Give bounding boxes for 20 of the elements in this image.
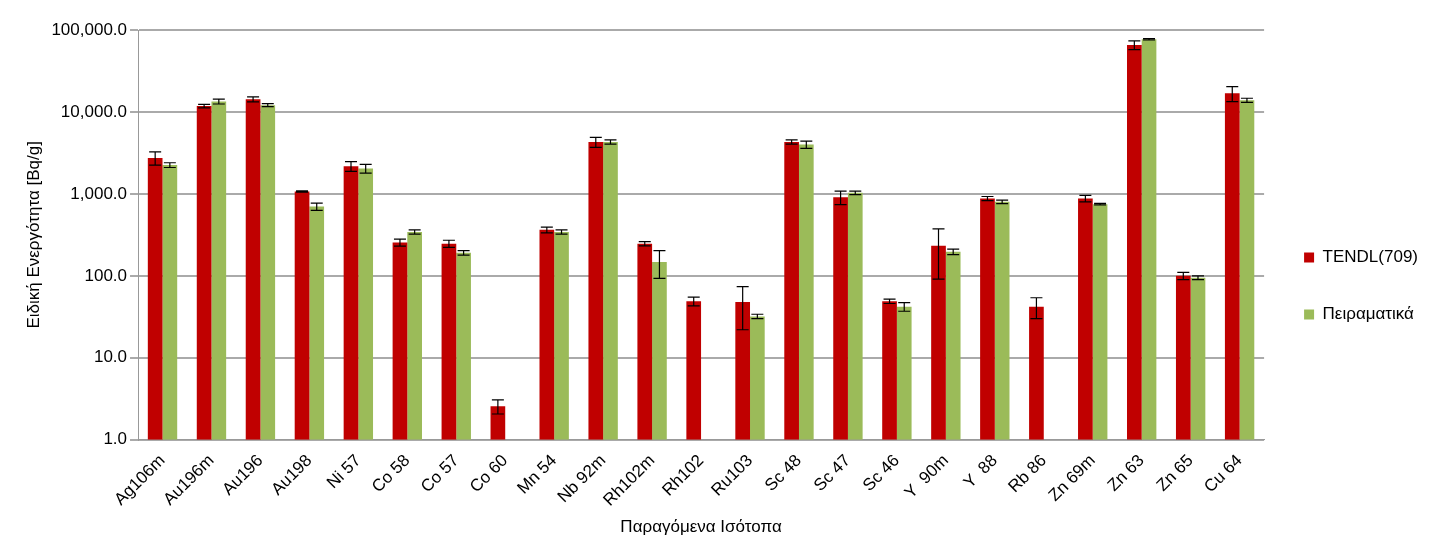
x-tick-label: Sc 47: [809, 450, 855, 495]
x-axis-title: Παραγόμενα Ισότοπα: [620, 517, 782, 537]
x-tick-label: Co 58: [367, 450, 414, 497]
y-tick-label: 1,000.0: [70, 183, 128, 203]
x-tick-label: Y 88: [959, 450, 1001, 492]
y-axis-title: Ειδική Ενεργότητα [Bq/g]: [23, 141, 43, 329]
legend-label: Πειραματικά: [1322, 304, 1415, 324]
x-tick-label: Zn 63: [1103, 450, 1148, 495]
y-tick-label: 1.0: [103, 429, 128, 449]
legend-label: TENDL(709): [1322, 247, 1418, 267]
x-tick-label: Cu 64: [1200, 450, 1246, 497]
y-tick-label: 100.0: [84, 265, 128, 285]
x-tick-label: Co 57: [416, 450, 463, 497]
y-tick-label: 100,000.0: [51, 19, 128, 39]
y-tick-label: 10.0: [93, 347, 128, 367]
x-tick-label: Co 60: [465, 450, 512, 497]
x-tick-label: Sc 48: [760, 450, 806, 495]
x-tick-label: Ni 57: [322, 450, 365, 493]
y-tick-label: 10,000.0: [60, 101, 128, 121]
x-tick-label: Zn 65: [1152, 450, 1197, 495]
